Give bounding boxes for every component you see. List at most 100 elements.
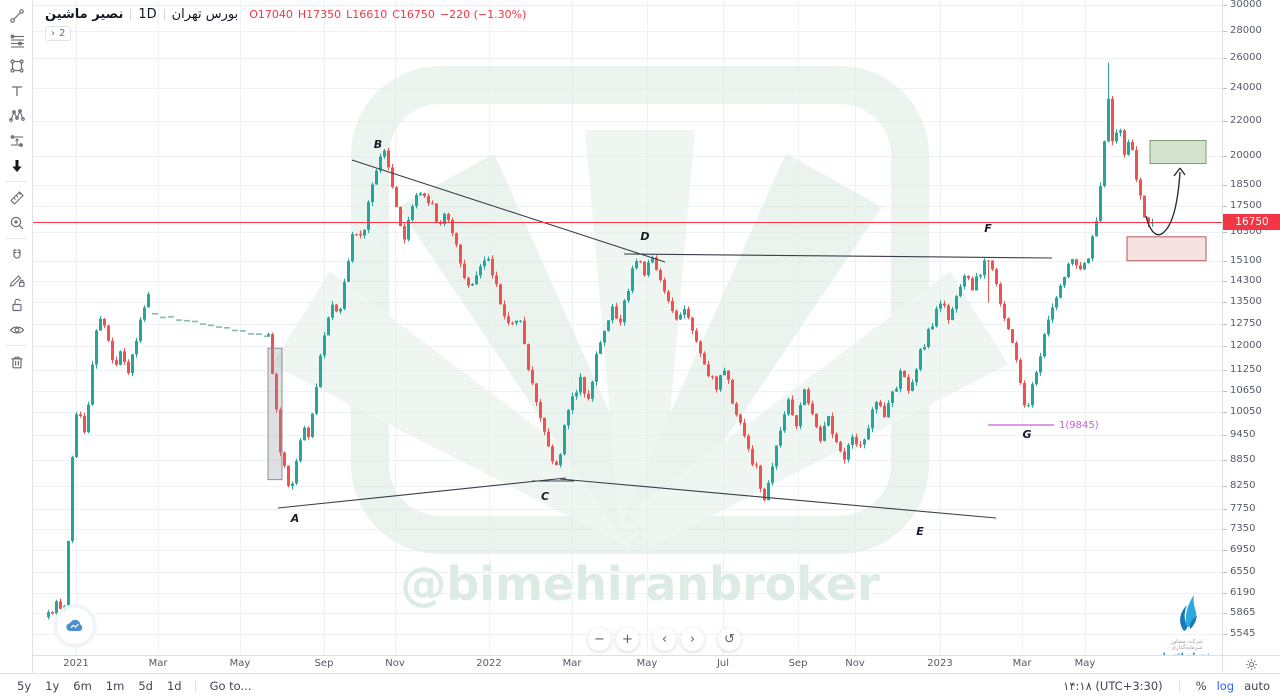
cloud-chart-icon [66, 619, 83, 631]
time-tick: May [636, 658, 658, 669]
clock-timezone[interactable]: ۱۴:۱۸ (UTC+3:30) [1063, 678, 1163, 693]
watermark-text: @bimehiranbroker [400, 557, 880, 611]
time-tick: Mar [562, 658, 582, 669]
trendlines[interactable] [277, 159, 1053, 519]
change-value: −220 (−1.30%) [439, 8, 527, 21]
instrument-logo [57, 608, 93, 644]
toolbar-divider [194, 679, 196, 692]
ruler-icon [9, 190, 24, 205]
wave-letter-E: E [916, 525, 924, 538]
scroll-right-button[interactable]: › [681, 628, 704, 651]
price-tick: 22000 [1223, 114, 1262, 126]
price-tick: 8850 [1222, 453, 1256, 465]
eye-icon [9, 326, 24, 333]
hide-all-tool[interactable] [0, 317, 33, 342]
object-tree-button[interactable]: › 2 [45, 26, 72, 41]
line-d-f [623, 253, 1053, 259]
goto-button[interactable]: Go to... [209, 678, 252, 693]
range-5y-button[interactable]: 5y [17, 678, 32, 693]
wave-letters: A B C D E F G [290, 138, 1032, 538]
wave-letter-C: C [541, 490, 549, 503]
magnet-icon [12, 248, 21, 259]
drawing-lock-tool[interactable] [0, 267, 33, 292]
zoom-in-button[interactable]: + [616, 628, 639, 651]
zoom-out-button[interactable]: − [588, 628, 611, 651]
range-1d-button[interactable]: 1d [166, 678, 182, 693]
header-separator [130, 9, 132, 20]
unlock-icon [11, 298, 22, 311]
xabcd-pattern-tool[interactable] [0, 103, 33, 128]
text-tool[interactable] [0, 78, 33, 103]
toolbar-separator [5, 238, 27, 239]
arrow-mark-tool[interactable] [0, 153, 33, 178]
range-6m-button[interactable]: 6m [73, 678, 92, 693]
support-zone[interactable] [1126, 236, 1207, 262]
price-tick: 8250 [1222, 479, 1256, 491]
object-tree-count: 2 [59, 28, 66, 39]
trend-line-tool[interactable] [0, 3, 33, 28]
chart-pane[interactable]: @bimehiranbroker 1(9845) A B C D E F G [33, 0, 1222, 655]
parallel-lines-tool[interactable] [0, 28, 33, 53]
zoom-in-tool[interactable] [0, 210, 33, 235]
magnifier-plus-icon [10, 216, 23, 229]
trash-icon [11, 356, 22, 368]
bottom-toolbar: 5y 1y 6m 1m 5d 1d Go to... ۱۴:۱۸ (UTC+3:… [0, 673, 1280, 697]
wave-letter-D: D [640, 230, 649, 243]
time-axis[interactable]: 2021 Mar May Sep Nov 2022 Mar May Jul Sep Nov 2023 M… [33, 655, 1222, 673]
line-b-d [351, 159, 666, 263]
measure-tool[interactable] [0, 185, 33, 210]
candles-layer [47, 62, 1154, 620]
parallel-lines-icon [10, 34, 24, 48]
log-scale-button[interactable]: log [1216, 678, 1235, 693]
broker-name-line1: شرکت مشاور سرمایه‌گذاری [1170, 639, 1204, 651]
candlestick-chart[interactable]: @bimehiranbroker 1(9845) A B C D E F G [33, 0, 1222, 655]
halt-dashes [152, 312, 270, 338]
chevron-right-icon: › [51, 28, 55, 39]
time-tick: 2021 [63, 658, 89, 669]
time-tick: Nov [385, 658, 405, 669]
projection-tool[interactable] [0, 128, 33, 153]
delete-all-tool[interactable] [0, 349, 33, 374]
highlight-box[interactable] [267, 347, 283, 481]
time-tick: Nov [845, 658, 865, 669]
arrow-down-icon [11, 159, 22, 172]
time-tick: 2022 [476, 658, 502, 669]
close-value: C16750 [392, 8, 435, 21]
range-1y-button[interactable]: 1y [45, 678, 60, 693]
magnet-tool[interactable] [0, 242, 33, 267]
price-tick: 26000 [1223, 52, 1262, 64]
text-icon [11, 85, 22, 96]
toolbar-separator [5, 181, 27, 182]
pencil-lock-icon [9, 274, 25, 287]
price-tick: 10050 [1223, 406, 1262, 418]
price-tick: 13500 [1223, 296, 1262, 308]
range-1m-button[interactable]: 1m [105, 678, 125, 693]
price-axis[interactable]: 30000 28000 26000 24000 22000 20000 18500 17500… [1222, 0, 1280, 655]
price-tick: 6950 [1222, 543, 1256, 555]
price-tick: 20000 [1223, 150, 1262, 162]
line-c-e [559, 478, 997, 519]
range-5d-button[interactable]: 5d [138, 678, 153, 693]
axis-settings-button[interactable] [1222, 655, 1280, 673]
scroll-left-button[interactable]: ‹ [653, 628, 676, 651]
price-tick: 24000 [1223, 82, 1262, 94]
reset-chart-button[interactable]: ↺ [718, 628, 741, 651]
percent-scale-button[interactable]: % [1195, 678, 1207, 693]
target-zone[interactable] [1149, 140, 1207, 165]
symbol-name[interactable]: نصیر ماشین [45, 7, 124, 22]
price-tick: 5865 [1222, 606, 1256, 618]
rectangle-tool[interactable] [0, 53, 33, 78]
wave-letter-F: F [984, 222, 992, 235]
price-tick: 12750 [1223, 317, 1262, 329]
xabcd-pattern-icon [8, 108, 25, 122]
lock-all-tool[interactable] [0, 292, 33, 317]
price-tick: 10650 [1223, 384, 1262, 396]
watermark-logo [271, 66, 1009, 554]
price-tick: 9450 [1222, 429, 1256, 441]
projection-arrow[interactable] [1145, 167, 1186, 236]
auto-scale-button[interactable]: auto [1244, 678, 1270, 693]
time-tick: May [1074, 658, 1096, 669]
interval-button[interactable]: 1D [138, 7, 157, 22]
wave-letter-G: G [1022, 428, 1031, 441]
price-tick: 5545 [1222, 627, 1256, 639]
